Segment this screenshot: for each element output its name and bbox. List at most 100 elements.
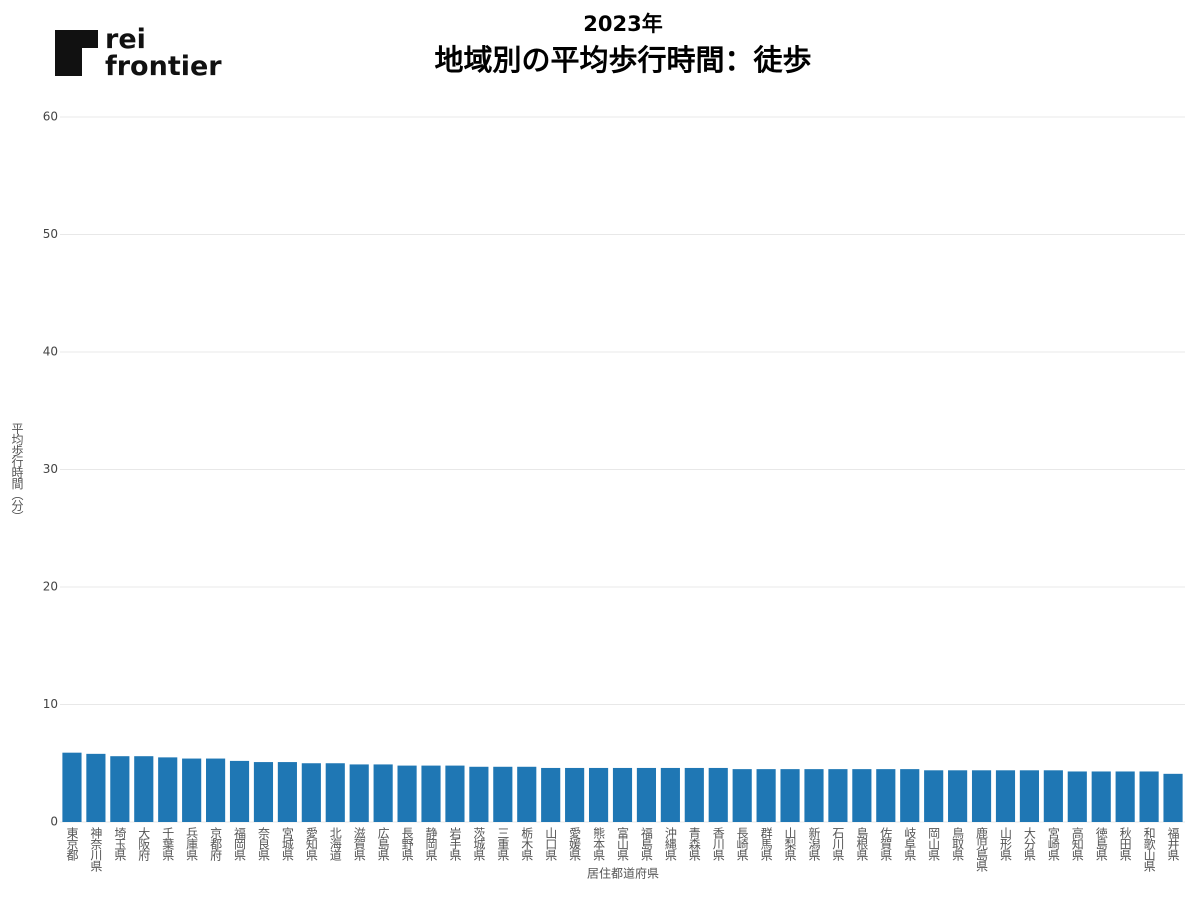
x-tick-label: 鳥取県 (951, 826, 965, 861)
logo-text: rei (105, 24, 146, 55)
bar (876, 769, 896, 822)
x-tick-label: 大分県 (1022, 827, 1036, 861)
bar (325, 763, 345, 822)
x-tick-label: 島根県 (855, 826, 869, 861)
x-tick-label: 高知県 (1070, 826, 1084, 861)
bar (277, 762, 297, 822)
x-tick-label: 岡山県 (927, 827, 941, 861)
logo-text: frontier (105, 51, 222, 82)
x-tick-label: 愛媛県 (568, 827, 582, 861)
bar (708, 767, 728, 822)
bar (588, 767, 609, 822)
logo-mark (55, 30, 98, 76)
x-tick-label: 山形県 (998, 827, 1012, 861)
x-tick-label: 鹿児島県 (975, 826, 989, 872)
bar (612, 767, 633, 822)
x-tick-label: 北海道 (328, 827, 342, 861)
x-tick-label: 山梨県 (783, 827, 797, 861)
bar (1043, 770, 1063, 822)
y-tick-label: 30 (43, 462, 58, 476)
y-tick-label: 0 (50, 815, 58, 829)
bar (995, 770, 1016, 822)
x-tick-label: 大阪府 (137, 827, 151, 861)
bar (421, 765, 441, 822)
y-tick-label: 40 (43, 345, 58, 359)
bar (206, 758, 226, 822)
y-tick-label: 10 (43, 697, 58, 711)
bar (349, 764, 369, 822)
bar (565, 767, 585, 822)
x-tick-label: 熊本県 (592, 826, 606, 861)
x-tick-label: 石川県 (831, 827, 845, 861)
bar (253, 762, 274, 822)
x-tick-label: 宮城県 (280, 826, 294, 861)
bar (1067, 771, 1087, 822)
bar (852, 769, 872, 822)
bar (517, 766, 537, 822)
bar (1091, 771, 1111, 822)
x-tick-label: 福岡県 (233, 826, 247, 861)
bar (182, 758, 202, 822)
bar (493, 766, 513, 822)
bar (900, 769, 920, 822)
x-tick-label: 福井県 (1166, 826, 1180, 861)
bar (86, 753, 106, 822)
x-tick-label: 青森県 (687, 827, 701, 861)
bar (541, 767, 561, 822)
x-tick-label: 福島県 (639, 826, 653, 861)
bar (684, 767, 704, 822)
x-tick-label: 京都府 (209, 827, 223, 861)
bar (1139, 771, 1159, 822)
x-tick-label: 山口県 (544, 827, 558, 861)
x-tick-label: 東京都 (65, 827, 79, 861)
x-tick-label: 長崎県 (735, 827, 749, 861)
bar (62, 752, 82, 822)
bar (971, 770, 992, 822)
chart-title: 地域別の平均歩行時間：徒歩 (434, 43, 811, 77)
bar (301, 763, 321, 822)
bar (1163, 773, 1183, 822)
bar (924, 770, 944, 822)
x-tick-label: 群馬県 (759, 827, 773, 861)
bar (229, 760, 250, 822)
bar (828, 769, 848, 822)
x-tick-label: 茨城県 (472, 827, 486, 861)
x-tick-label: 和歌山県 (1142, 827, 1156, 872)
x-tick-label: 秋田県 (1118, 827, 1132, 861)
bar (1019, 770, 1039, 822)
x-tick-label: 兵庫県 (185, 827, 199, 861)
bar (373, 764, 393, 822)
bar (134, 756, 154, 822)
x-tick-label: 埼玉県 (113, 827, 127, 861)
x-tick-label: 広島県 (376, 827, 390, 861)
x-tick-label: 香川県 (711, 827, 725, 861)
x-tick-label: 岐阜県 (903, 827, 917, 861)
x-tick-label: 栃木県 (520, 827, 534, 861)
x-tick-label: 長野県 (400, 827, 414, 861)
y-tick-label: 60 (43, 110, 58, 124)
x-tick-label: 奈良県 (256, 827, 270, 861)
x-tick-label: 岩手県 (448, 826, 462, 861)
x-tick-label: 沖縄県 (663, 827, 677, 861)
bar (469, 766, 489, 822)
x-tick-label: 新潟県 (807, 826, 821, 861)
x-tick-label: 宮崎県 (1046, 826, 1060, 861)
bar (948, 770, 968, 822)
x-tick-label: 佐賀県 (879, 827, 893, 861)
y-tick-label: 50 (43, 227, 58, 241)
x-axis-label: 居住都道府県 (587, 866, 659, 881)
x-tick-label: 静岡県 (424, 827, 438, 861)
bar (804, 769, 824, 822)
bar (636, 767, 657, 822)
x-tick-label: 徳島県 (1094, 826, 1108, 861)
bar (110, 756, 130, 822)
x-tick-label: 神奈川県 (89, 827, 103, 872)
bar (756, 769, 776, 822)
bar (780, 769, 800, 822)
bar (445, 765, 465, 822)
x-tick-label: 滋賀県 (352, 827, 366, 861)
y-tick-label: 20 (43, 580, 58, 594)
bar (1115, 771, 1135, 822)
logo: rei frontier (55, 24, 222, 82)
